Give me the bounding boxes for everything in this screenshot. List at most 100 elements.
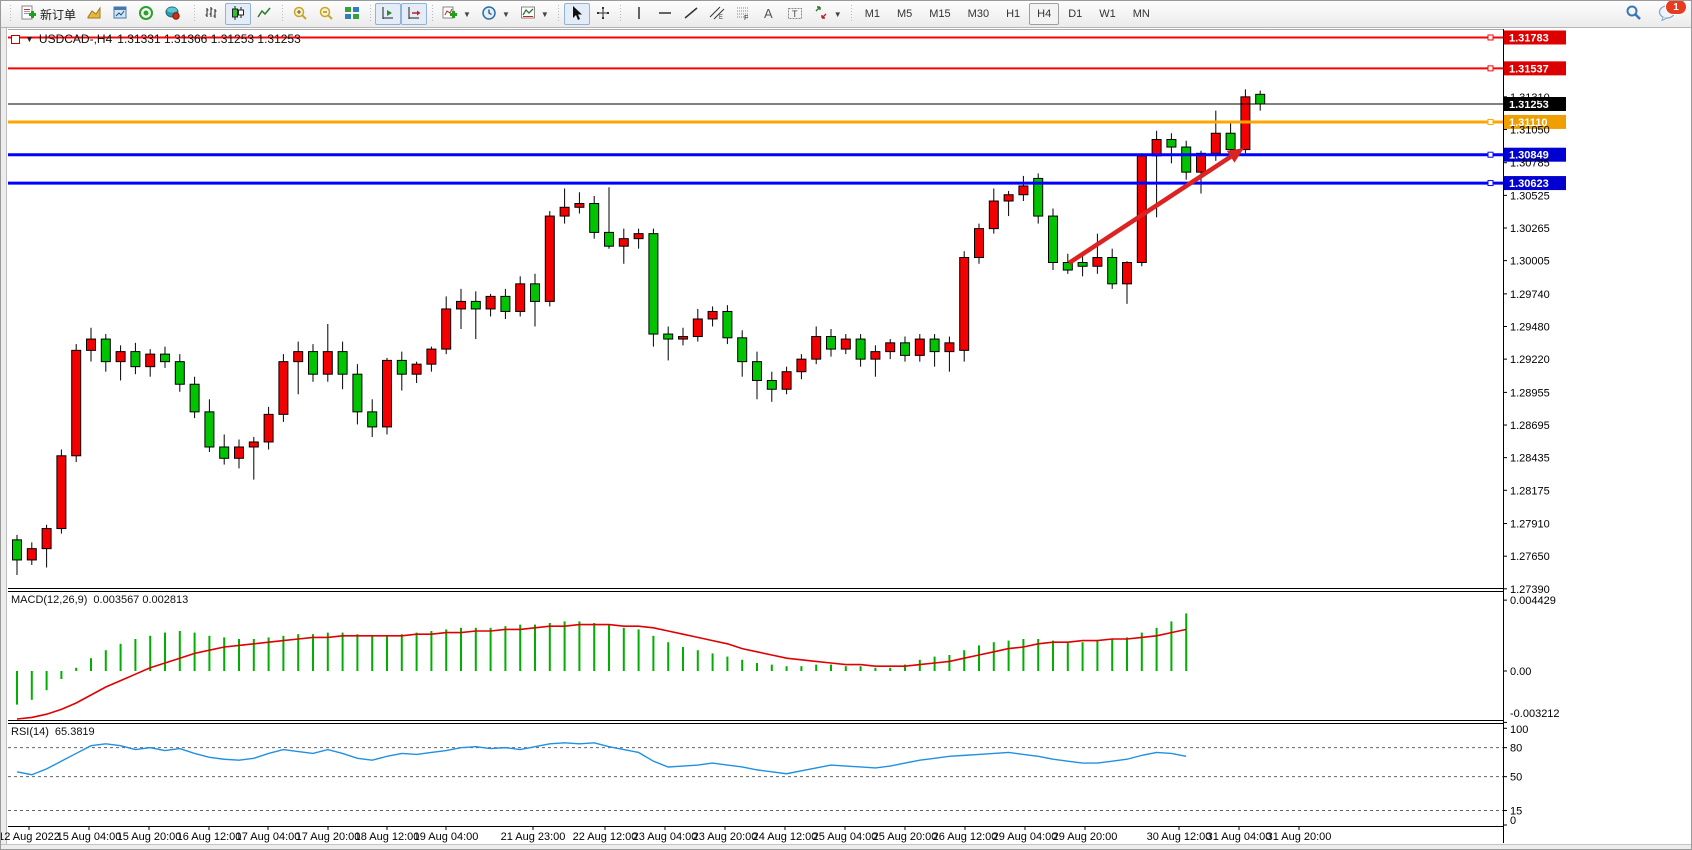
timeframe-H1[interactable]: H1 <box>1006 8 1021 20</box>
equidistant-channel-icon: E <box>709 5 725 24</box>
svg-text:15 Aug 04:00: 15 Aug 04:00 <box>57 831 122 843</box>
vertical-line-tool-button[interactable] <box>626 3 652 25</box>
fibonacci-icon: F <box>735 5 751 24</box>
rsi-name: RSI(14) <box>11 726 49 738</box>
svg-text:1.29740: 1.29740 <box>1510 289 1550 301</box>
svg-text:50: 50 <box>1510 772 1522 784</box>
zoom-out-button[interactable] <box>313 3 339 25</box>
chart-title: ▼ USDCAD-,H4 1.31331 1.31366 1.31253 1.3… <box>11 32 301 46</box>
chart-shift-button[interactable] <box>401 3 428 25</box>
tile-windows-button[interactable] <box>339 3 365 25</box>
toolbar-grip[interactable] <box>849 5 854 23</box>
auto-scroll-button[interactable] <box>375 3 402 25</box>
fibonacci-tool-button[interactable]: F <box>730 3 756 25</box>
ohlc-values: 1.31331 1.31366 1.31253 1.31253 <box>117 32 301 46</box>
svg-text:23 Aug 20:00: 23 Aug 20:00 <box>693 831 758 843</box>
window-left-edge <box>1 28 7 849</box>
toolbar-grip[interactable] <box>8 5 12 23</box>
notification-count-badge: 1 <box>1665 1 1687 15</box>
dropdown-caret-icon: ▼ <box>540 9 549 19</box>
zoom-in-button[interactable] <box>287 3 313 25</box>
svg-text:0: 0 <box>1510 815 1516 827</box>
timeframe-D1[interactable]: D1 <box>1068 8 1083 20</box>
timeframe-M5[interactable]: M5 <box>896 8 913 20</box>
svg-text:1.30265: 1.30265 <box>1510 223 1550 235</box>
toolbar: 新订单 <box>1 1 1691 28</box>
svg-text:80: 80 <box>1510 743 1522 755</box>
symbol-dropdown-icon[interactable]: ▼ <box>25 34 34 44</box>
text-label-tool-button[interactable]: T <box>782 3 808 25</box>
svg-text:29 Aug 20:00: 29 Aug 20:00 <box>1053 831 1118 843</box>
candlestick-chart-icon <box>230 5 246 24</box>
svg-text:1.28955: 1.28955 <box>1510 387 1550 399</box>
bar-chart-button[interactable] <box>199 3 225 25</box>
svg-text:1.29220: 1.29220 <box>1510 354 1550 366</box>
macd-values: 0.003567 0.002813 <box>93 594 189 606</box>
equidistant-channel-tool-button[interactable]: E <box>704 3 730 25</box>
text-tool-button[interactable]: A <box>756 3 782 25</box>
svg-text:29 Aug 04:00: 29 Aug 04:00 <box>993 831 1058 843</box>
svg-text:1.28435: 1.28435 <box>1510 453 1550 465</box>
new-chart-icon <box>112 5 128 24</box>
auto-scroll-icon <box>380 5 396 24</box>
svg-text:0.004429: 0.004429 <box>1510 595 1556 607</box>
svg-text:1.27390: 1.27390 <box>1510 584 1550 596</box>
candlestick-chart-button[interactable] <box>225 3 252 25</box>
chat-button[interactable]: 1 <box>1653 1 1687 25</box>
new-chart-button[interactable] <box>107 3 133 25</box>
crosshair-icon <box>595 5 611 24</box>
line-chart-button[interactable] <box>251 3 277 25</box>
svg-text:1.27910: 1.27910 <box>1510 519 1550 531</box>
svg-text:1.30785: 1.30785 <box>1510 158 1550 170</box>
window-bottom-edge <box>1 844 1691 849</box>
indicators-add-button[interactable]: ▼ <box>437 3 476 25</box>
trendline-icon <box>683 5 699 24</box>
periods-button[interactable]: ▼ <box>476 3 515 25</box>
text-tool-icon: A <box>761 5 777 24</box>
svg-text:1.31253: 1.31253 <box>1509 99 1549 111</box>
timeframe-W1[interactable]: W1 <box>1099 8 1116 20</box>
svg-text:0.00: 0.00 <box>1510 666 1531 678</box>
toolbar-grip[interactable] <box>368 5 373 23</box>
trendline-tool-button[interactable] <box>678 3 704 25</box>
timeframe-MN[interactable]: MN <box>1132 8 1150 20</box>
svg-text:100: 100 <box>1510 724 1528 736</box>
svg-text:A: A <box>764 6 773 21</box>
search-button[interactable] <box>1620 3 1647 25</box>
svg-text:1.27650: 1.27650 <box>1510 551 1550 563</box>
dropdown-caret-icon: ▼ <box>463 9 471 19</box>
svg-text:12 Aug 2022: 12 Aug 2022 <box>1 831 60 843</box>
svg-text:21 Aug 23:00: 21 Aug 23:00 <box>501 831 566 843</box>
arrows-tool-button[interactable]: ▼ <box>808 3 847 25</box>
svg-text:1.30005: 1.30005 <box>1510 256 1550 268</box>
svg-text:16 Aug 12:00: 16 Aug 12:00 <box>177 831 242 843</box>
timeframe-H4[interactable]: H4 <box>1029 3 1060 25</box>
timeframe-M30[interactable]: M30 <box>967 8 990 20</box>
crosshair-tool-button[interactable] <box>590 3 616 25</box>
indicators-add-icon <box>442 5 458 24</box>
toolbar-grip[interactable] <box>618 5 623 23</box>
object-marker-icon <box>11 34 20 44</box>
signals-button[interactable] <box>133 3 159 25</box>
toolbar-grip[interactable] <box>192 5 197 23</box>
svg-text:1.29480: 1.29480 <box>1510 322 1550 334</box>
new-order-button[interactable]: 新订单 <box>15 3 81 25</box>
toolbar-grip[interactable] <box>280 5 285 23</box>
toolbar-grip[interactable] <box>430 5 435 23</box>
toolbar-grip[interactable] <box>556 5 561 23</box>
svg-text:17 Aug 20:00: 17 Aug 20:00 <box>296 831 361 843</box>
autotrade-button[interactable] <box>159 3 189 25</box>
horizontal-line-tool-button[interactable] <box>652 3 678 25</box>
timeframe-M1[interactable]: M1 <box>864 8 880 20</box>
templates-button[interactable]: ▼ <box>515 3 554 25</box>
cursor-tool-button[interactable] <box>563 3 590 25</box>
svg-text:1.30849: 1.30849 <box>1509 150 1549 162</box>
text-label-icon: T <box>787 5 803 24</box>
market-watch-button[interactable] <box>81 3 107 25</box>
rsi-value: 65.3819 <box>54 726 95 738</box>
search-icon <box>1625 4 1642 24</box>
svg-text:26 Aug 12:00: 26 Aug 12:00 <box>933 831 998 843</box>
timeframe-M15[interactable]: M15 <box>929 8 951 20</box>
